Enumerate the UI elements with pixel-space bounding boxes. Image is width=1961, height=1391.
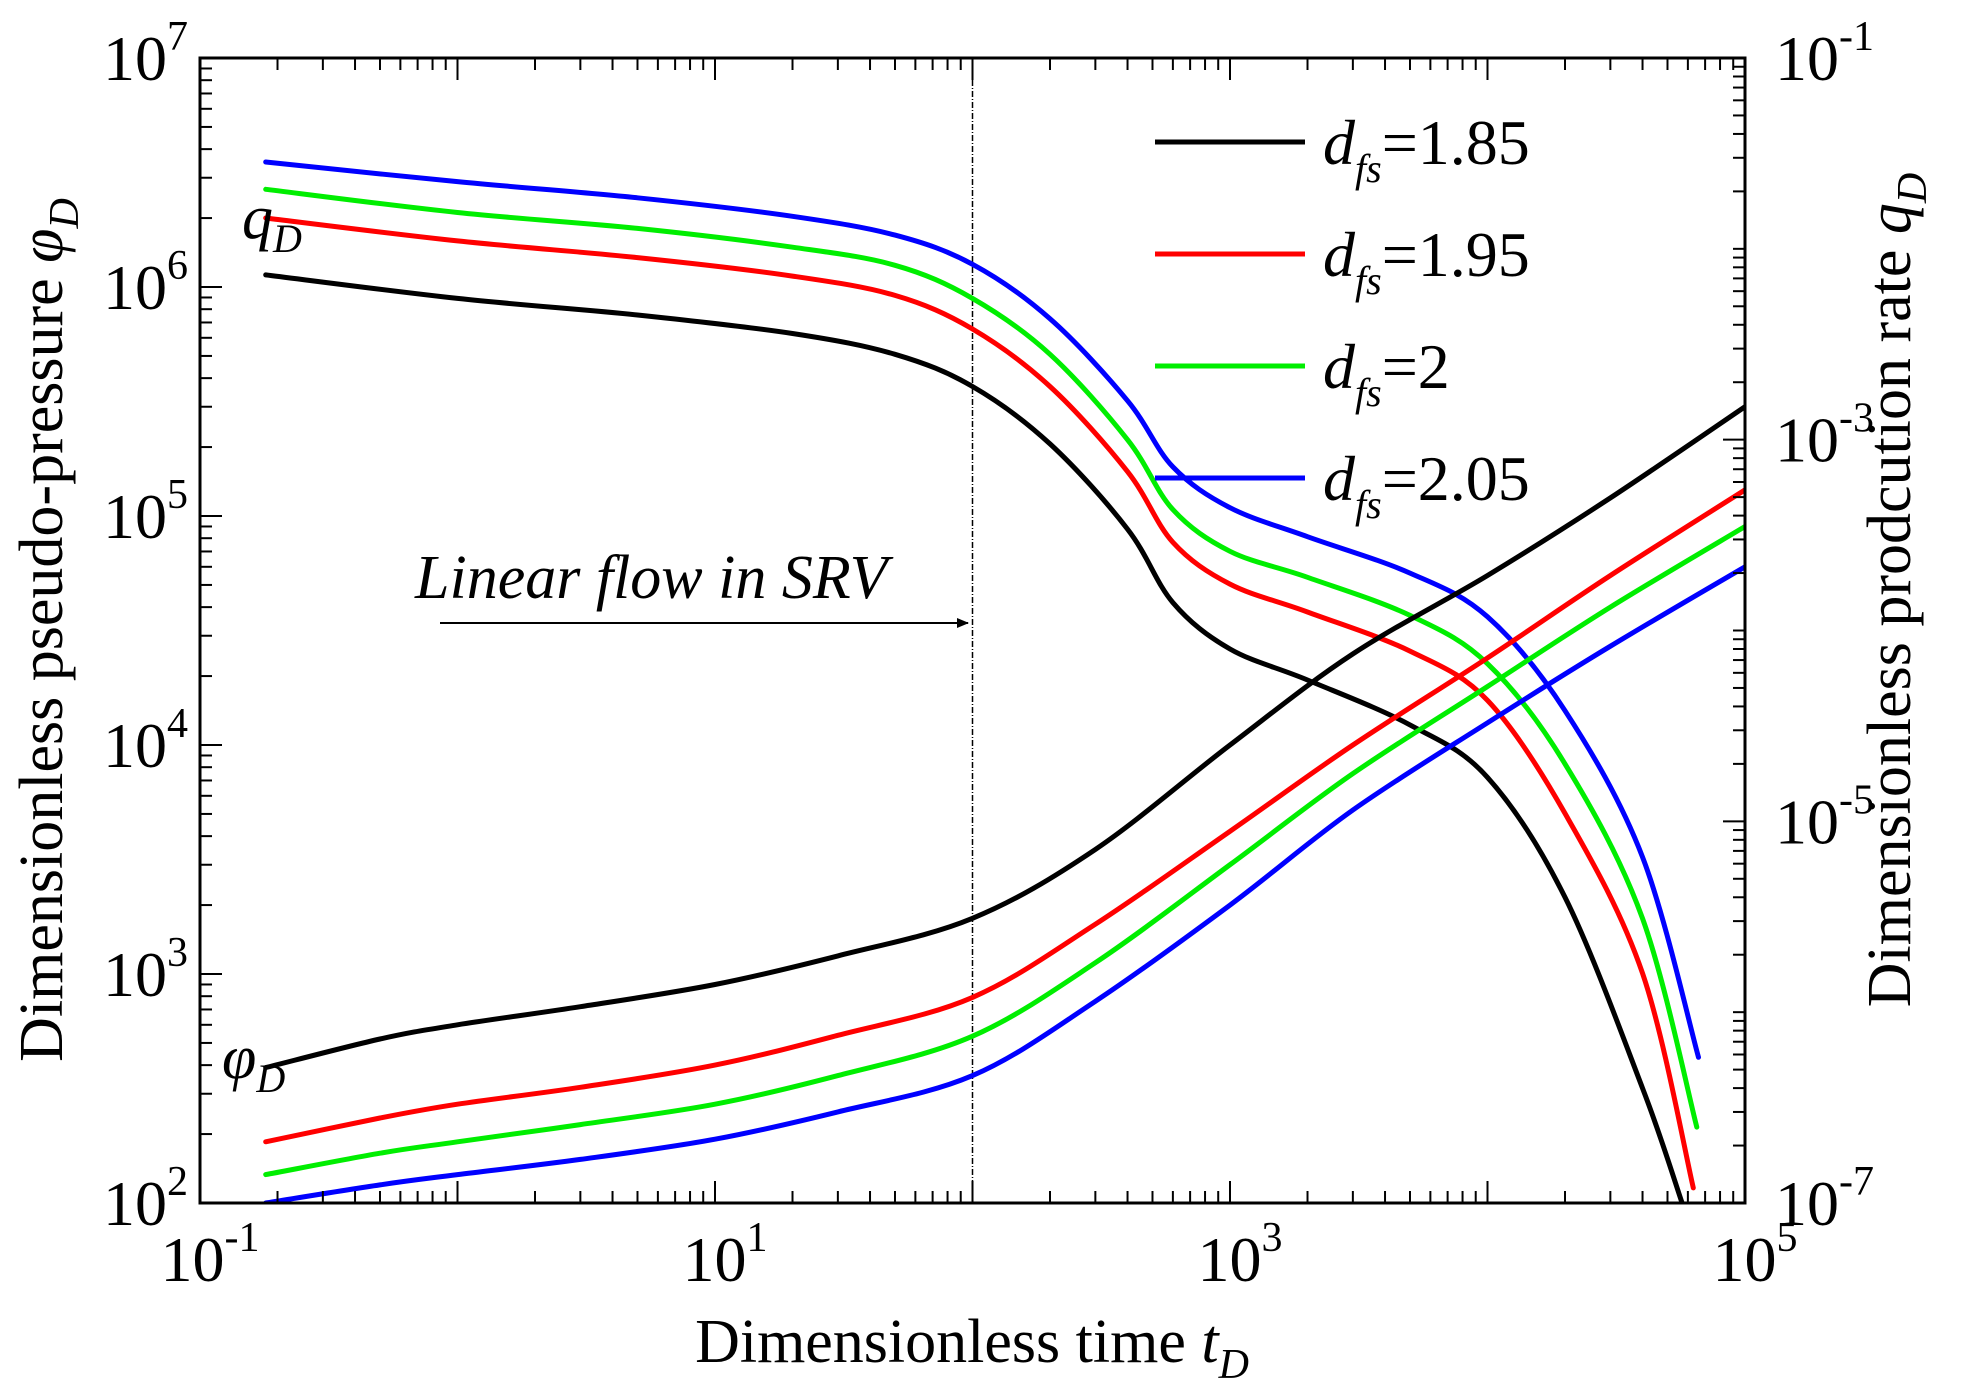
left-y-tick-label: 102 <box>103 1159 188 1239</box>
series-line-phiD-6 <box>263 524 1745 1178</box>
legend: dfs=1.85 dfs=1.95 dfs=2 dfs=2.05 <box>1155 107 1530 527</box>
series-group <box>263 159 1745 1203</box>
series-line-phiD-4 <box>263 404 1745 1071</box>
right-y-tick-label: 10-7 <box>1775 1159 1874 1239</box>
left-y-axis-title: Dimensionless pseudo-pressure φD <box>8 198 88 1062</box>
left-y-tick-label: 103 <box>103 930 188 1010</box>
series-line-phiD-7 <box>263 564 1745 1203</box>
right-y-tick-label: 10-5 <box>1775 777 1874 857</box>
series-line-phiD-5 <box>263 487 1745 1145</box>
x-tick-label: 10-1 <box>161 1215 260 1295</box>
phiD-curve-label: φD <box>222 1024 285 1101</box>
x-axis-title: Dimensionless time tD <box>695 1308 1249 1388</box>
series-line-qD-2 <box>263 186 1700 1130</box>
right-y-tick-label: 10-1 <box>1775 14 1874 94</box>
series-line-qD-3 <box>263 159 1701 1060</box>
right-y-tick-label: 10-3 <box>1775 396 1874 476</box>
qD-curve-label: qD <box>242 184 302 261</box>
left-y-tick-label: 105 <box>103 472 188 552</box>
x-tick-label: 105 <box>1713 1215 1798 1295</box>
x-tick-label: 101 <box>683 1215 768 1295</box>
left-y-tick-labels: 102 103 104 105 106 107 <box>103 14 188 1239</box>
series-line-qD-1 <box>263 215 1696 1191</box>
tick-marks <box>199 58 1745 1204</box>
left-y-tick-label: 106 <box>103 243 188 323</box>
legend-label-0: dfs=1.85 <box>1323 107 1530 191</box>
x-tick-label: 103 <box>1198 1215 1283 1295</box>
linear-flow-annotation: Linear flow in SRV <box>414 544 894 612</box>
right-y-axis-title: Dimensionless prodcution rate qD <box>1856 173 1936 1007</box>
legend-label-3: dfs=2.05 <box>1323 443 1530 527</box>
right-y-tick-labels: 10-7 10-5 10-3 10-1 <box>1775 14 1874 1239</box>
legend-label-1: dfs=1.95 <box>1323 219 1530 303</box>
left-y-tick-label: 107 <box>103 14 188 94</box>
x-tick-labels: 10-1 101 103 105 <box>161 1215 1798 1295</box>
legend-label-2: dfs=2 <box>1323 331 1450 415</box>
series-line-qD-0 <box>263 272 1685 1203</box>
left-y-tick-label: 104 <box>103 701 188 781</box>
